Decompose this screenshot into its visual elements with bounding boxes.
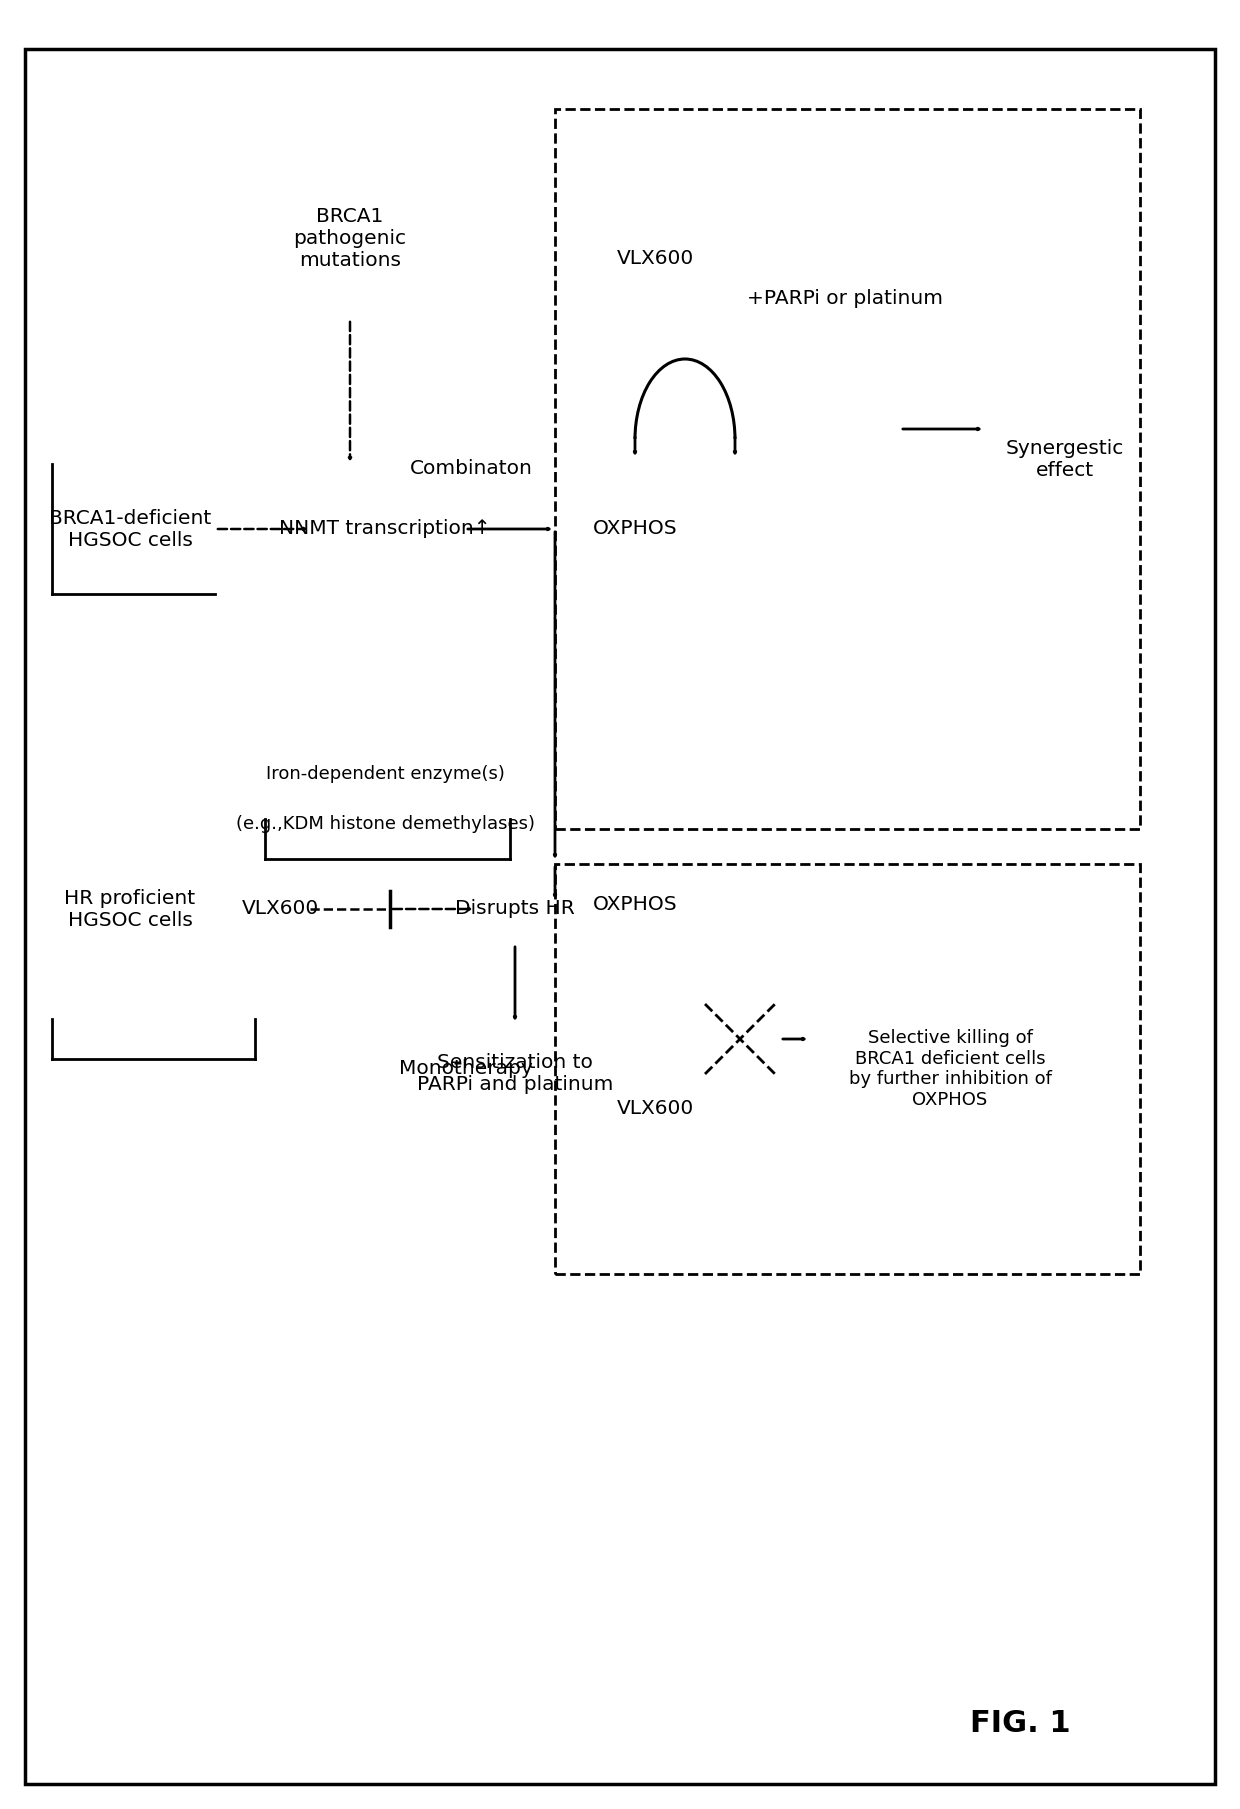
- Text: VLX600: VLX600: [242, 899, 319, 919]
- Text: VLX600: VLX600: [616, 250, 693, 268]
- Text: Sensitization to
PARPi and platinum: Sensitization to PARPi and platinum: [417, 1053, 614, 1094]
- Text: Disrupts HR: Disrupts HR: [455, 899, 575, 919]
- Text: (e.g.,KDM histone demethylases): (e.g.,KDM histone demethylases): [236, 816, 534, 832]
- Text: FIG. 1: FIG. 1: [970, 1710, 1070, 1738]
- Text: NNMT transcription↑: NNMT transcription↑: [279, 519, 491, 539]
- Bar: [556, 109, 1140, 829]
- Text: BRCA1
pathogenic
mutations: BRCA1 pathogenic mutations: [294, 208, 407, 271]
- Text: VLX600: VLX600: [616, 1100, 693, 1118]
- Text: Monotherapy: Monotherapy: [399, 1060, 533, 1078]
- Text: BRCA1-deficient
HGSOC cells: BRCA1-deficient HGSOC cells: [48, 508, 211, 550]
- Text: Combinaton: Combinaton: [410, 459, 533, 479]
- Text: Selective killing of
BRCA1 deficient cells
by further inhibition of
OXPHOS: Selective killing of BRCA1 deficient cel…: [848, 1029, 1052, 1109]
- Text: OXPHOS: OXPHOS: [593, 519, 677, 539]
- Bar: [556, 865, 1140, 1274]
- Text: HR proficient
HGSOC cells: HR proficient HGSOC cells: [64, 888, 196, 930]
- Text: OXPHOS: OXPHOS: [593, 894, 677, 914]
- Text: Synergestic
effect: Synergestic effect: [1006, 438, 1125, 479]
- Text: Iron-dependent enzyme(s): Iron-dependent enzyme(s): [265, 765, 505, 783]
- Text: +PARPi or platinum: +PARPi or platinum: [746, 289, 942, 309]
